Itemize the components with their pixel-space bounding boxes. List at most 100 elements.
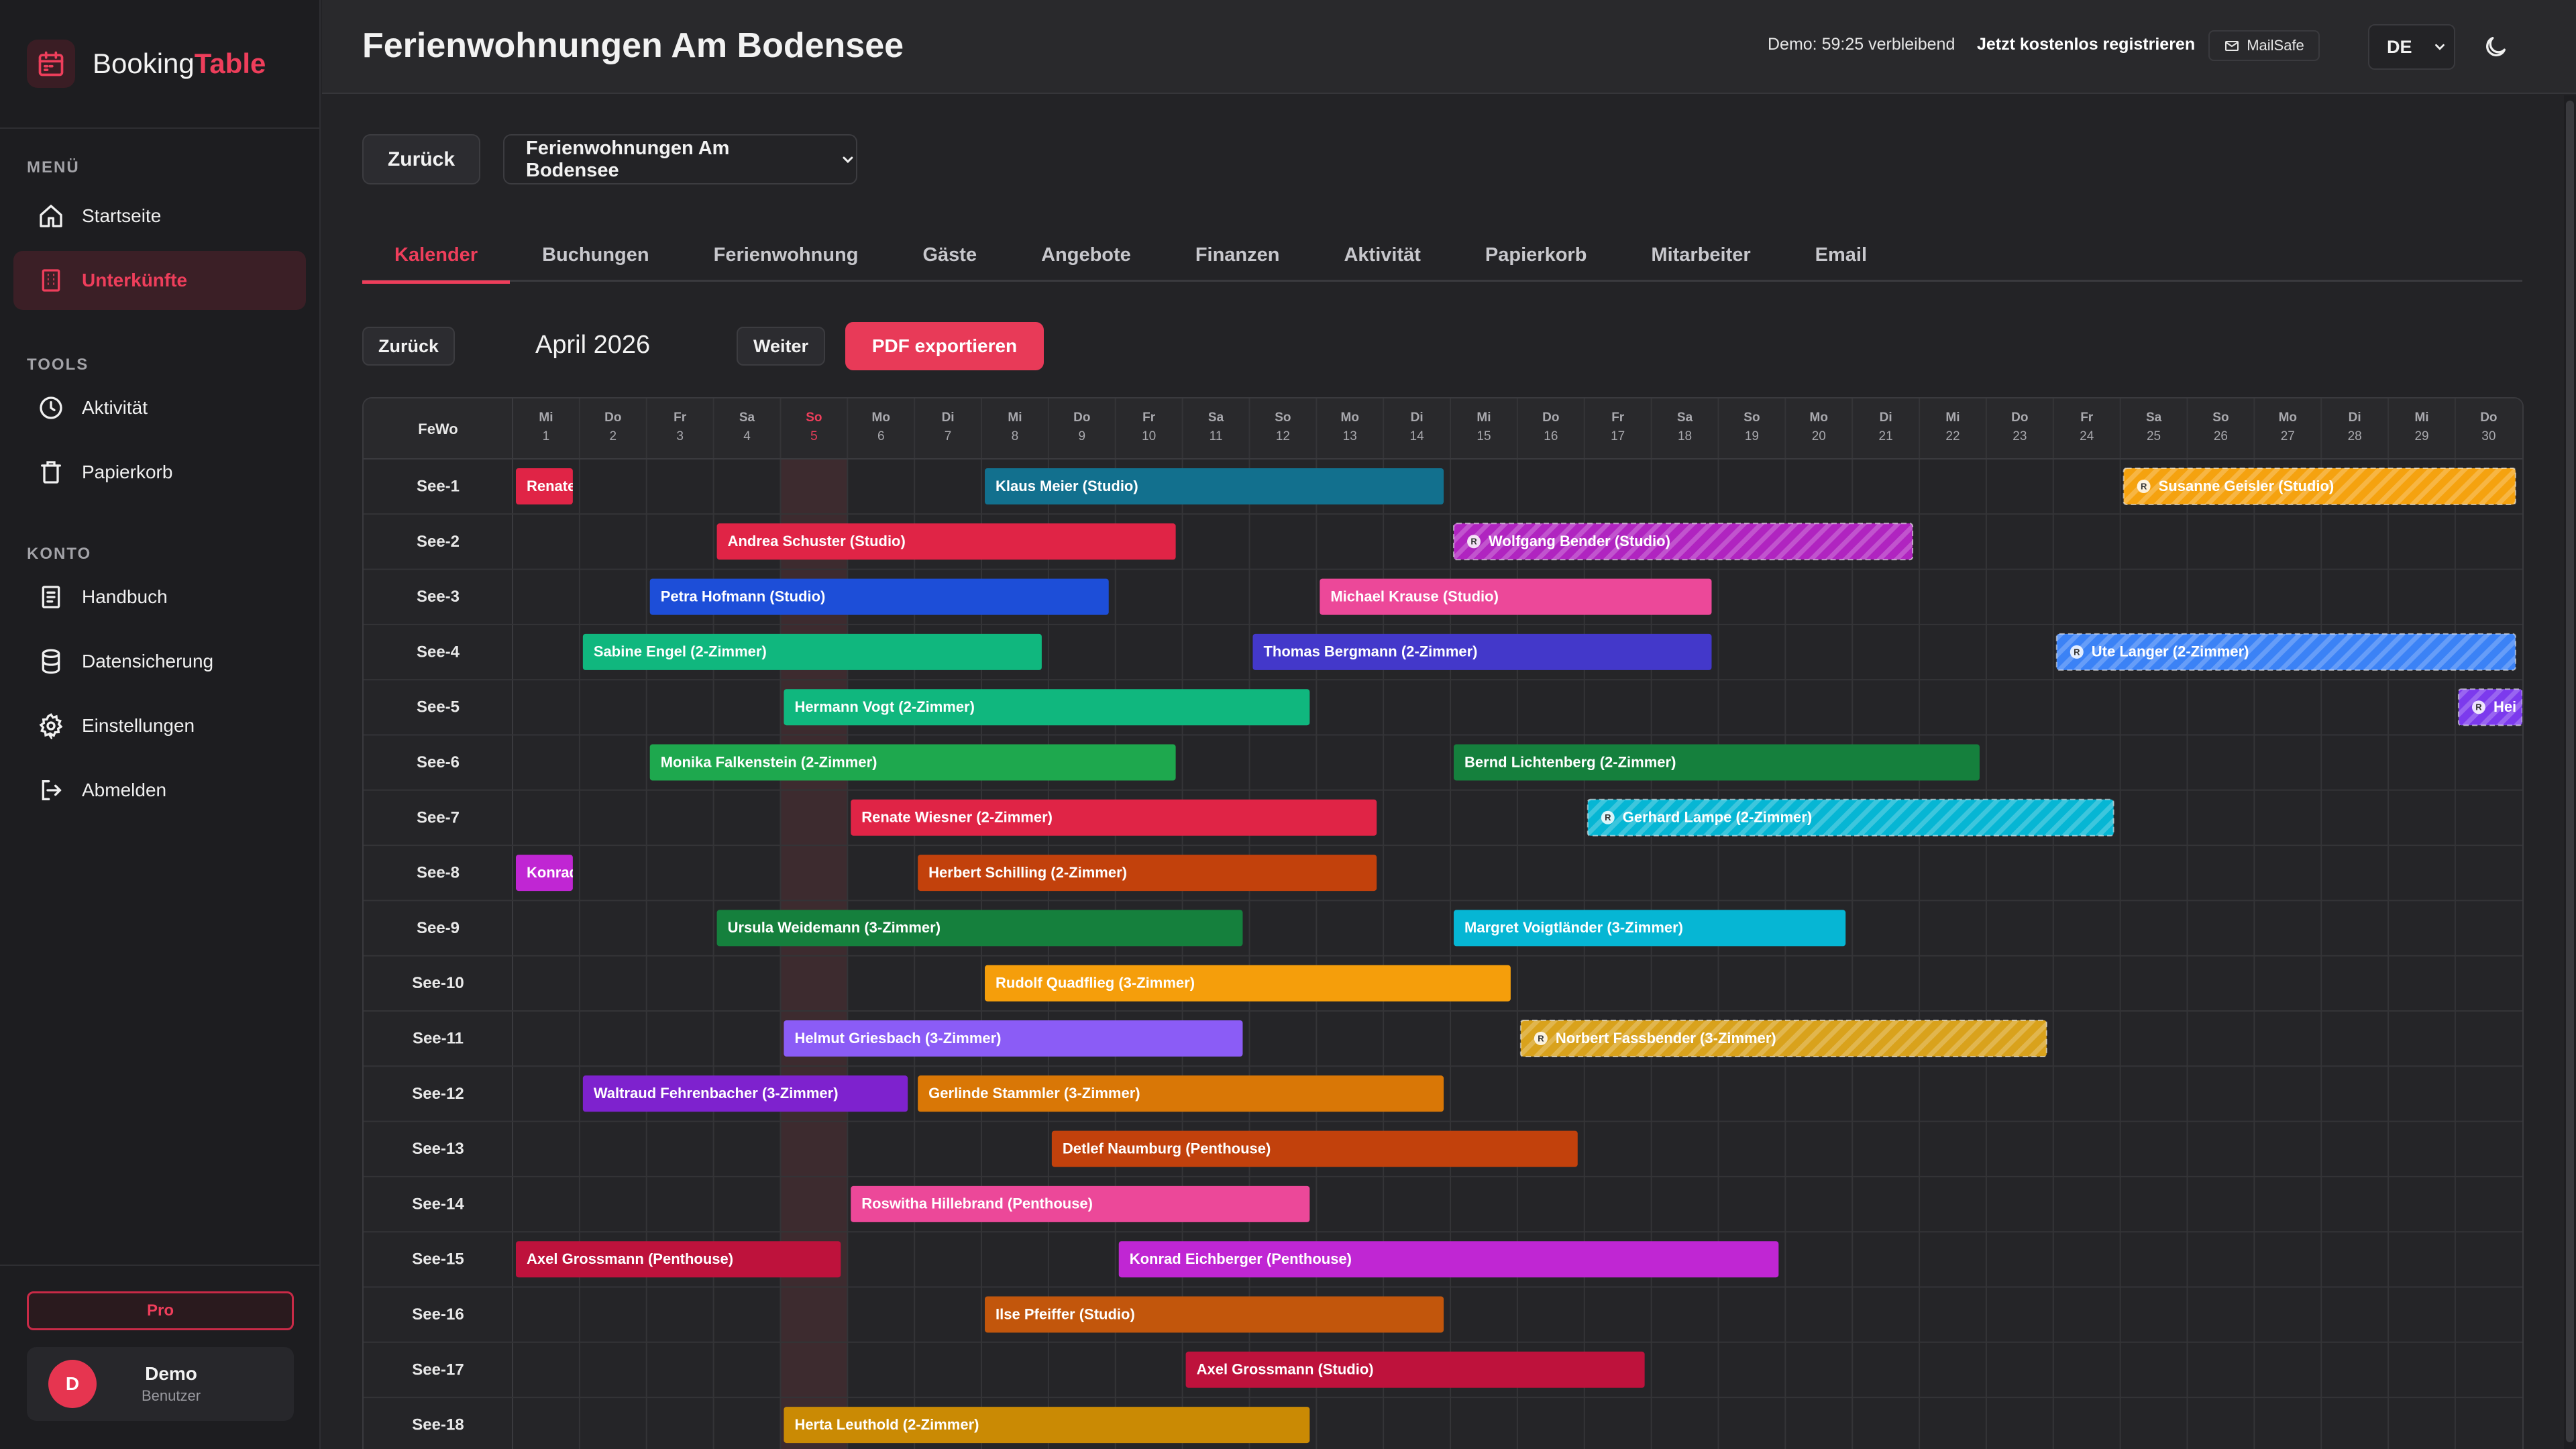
booking-label: Hermann Vogt (2-Zimmer) — [794, 698, 975, 715]
user-card[interactable]: D Demo Benutzer — [27, 1347, 294, 1421]
day-header-date: 11 — [1210, 429, 1223, 443]
booking-bar[interactable] — [1454, 744, 1980, 781]
tab-ferienwohnung[interactable]: Ferienwohnung — [713, 244, 859, 266]
day-header-date: 13 — [1343, 429, 1357, 443]
theme-toggle[interactable] — [2479, 31, 2512, 63]
back-button[interactable]: Zurück — [362, 134, 480, 184]
booking-label: Detlef Naumburg (Penthouse) — [1063, 1140, 1271, 1157]
booking-bar[interactable] — [985, 965, 1511, 1002]
booking-bar[interactable] — [784, 1407, 1310, 1444]
booking-label: Konrad Eichberger (Penthouse) — [1130, 1250, 1352, 1267]
tab-finanzen[interactable]: Finanzen — [1195, 244, 1280, 266]
booking-bar[interactable] — [716, 910, 1243, 947]
booking-label: Gerlinde Stammler (3-Zimmer) — [928, 1085, 1140, 1102]
day-header-weekday: Mi — [1008, 411, 1022, 425]
tab-buchungen[interactable]: Buchungen — [542, 244, 649, 266]
booking-bar[interactable] — [516, 1241, 841, 1278]
calendar-next-button[interactable]: Weiter — [737, 327, 825, 366]
booking-bar[interactable] — [985, 1296, 1444, 1333]
booking-label: Ilse Pfeiffer (Studio) — [996, 1305, 1135, 1322]
booking-bar[interactable] — [582, 1075, 908, 1112]
unit-label: See-8 — [417, 864, 460, 882]
booking-label: Klaus Meier (Studio) — [996, 478, 1138, 494]
calendar-month-label: April 2026 — [535, 331, 651, 359]
day-header-weekday: Fr — [1611, 411, 1625, 425]
booking-bar[interactable] — [851, 799, 1377, 836]
booking-bar[interactable] — [516, 468, 573, 504]
register-link[interactable]: Jetzt kostenlos registrieren — [1977, 35, 2196, 54]
day-header-date: 5 — [810, 429, 818, 443]
booking-label: Rudolf Quadflieg (3-Zimmer) — [996, 975, 1195, 991]
unit-label: See-10 — [412, 974, 464, 992]
tab-email[interactable]: Email — [1815, 244, 1868, 266]
booking-bar[interactable] — [1519, 1020, 2047, 1057]
booking-bar[interactable] — [716, 523, 1176, 560]
booking-bar[interactable] — [649, 578, 1109, 615]
calendar-prev-button[interactable]: Zurück — [362, 327, 455, 366]
sidebar-item-papierkorb[interactable]: Papierkorb — [13, 443, 306, 502]
booking-bar[interactable] — [516, 855, 573, 892]
sidebar-item-label: Startseite — [82, 205, 162, 226]
booking-bar[interactable] — [1185, 1351, 1645, 1388]
sidebar-item-handbuch[interactable]: Handbuch — [13, 568, 306, 627]
property-select[interactable]: Ferienwohnungen Am Bodensee — [503, 134, 857, 184]
day-header-date: 23 — [2012, 429, 2027, 443]
unit-label: See-16 — [412, 1305, 464, 1324]
booking-bar[interactable] — [784, 1020, 1243, 1057]
booking-bar[interactable] — [1454, 910, 1846, 947]
tools-heading: TOOLS — [27, 356, 89, 374]
booking-bar[interactable] — [1453, 523, 1914, 561]
tab-papierkorb[interactable]: Papierkorb — [1485, 244, 1587, 266]
mailsafe-button[interactable]: MailSafe — [2208, 30, 2320, 61]
day-header-date: 3 — [676, 429, 684, 443]
trash-icon — [41, 461, 62, 484]
property-select-value: Ferienwohnungen Am Bodensee — [526, 137, 730, 181]
sidebar-item-einstellungen[interactable]: Einstellungen — [13, 696, 306, 755]
tab-aktivit-t[interactable]: Aktivität — [1344, 244, 1421, 266]
sidebar-item-datensicherung[interactable]: Datensicherung — [13, 632, 306, 691]
pro-button[interactable]: Pro — [27, 1291, 294, 1330]
booking-bar[interactable] — [1320, 578, 1712, 615]
booking-bar[interactable] — [784, 689, 1310, 726]
sidebar-item-abmelden[interactable]: Abmelden — [13, 761, 306, 820]
unit-label: See-11 — [413, 1029, 464, 1047]
scrollbar-thumb[interactable] — [2566, 101, 2574, 1442]
unit-label: See-7 — [417, 808, 460, 826]
booking-bar[interactable] — [1051, 1130, 1578, 1167]
sidebar-item-label: Einstellungen — [82, 715, 195, 736]
calendar-grid: FeWo Mi 1 Do 2 Fr 3 Sa 4 So 5 Mo 6 Di 7 Mi 8 Do 9 Fr 10 Sa 11 S… — [364, 398, 2522, 1449]
booking-bar[interactable] — [1118, 1241, 1779, 1278]
booking-bar[interactable] — [2457, 688, 2522, 727]
booking-bar[interactable] — [918, 1075, 1444, 1112]
reserved-badge-text: R — [2074, 647, 2080, 657]
day-header-weekday: Mi — [2414, 411, 2428, 425]
booking-bar[interactable] — [1252, 633, 1712, 670]
tab-g-ste[interactable]: Gäste — [922, 244, 977, 266]
column-header-fewo: FeWo — [418, 421, 458, 437]
booking-bar[interactable] — [2055, 633, 2516, 671]
booking-bar[interactable] — [918, 855, 1377, 892]
pdf-export-button[interactable]: PDF exportieren — [845, 322, 1044, 370]
booking-bar[interactable] — [851, 1185, 1310, 1222]
sidebar-item-unterkuenfte[interactable]: Unterkünfte — [13, 251, 306, 310]
booking-label: Axel Grossmann (Studio) — [1197, 1361, 1374, 1378]
chevron-down-icon — [843, 156, 853, 163]
booking-bar[interactable] — [985, 468, 1444, 504]
booking-bar[interactable] — [1587, 798, 2114, 837]
language-select[interactable]: DE — [2368, 24, 2455, 70]
sidebar-item-aktivitaet[interactable]: Aktivität — [13, 378, 306, 437]
booking-bar[interactable] — [582, 633, 1042, 670]
brand[interactable]: BookingTable — [0, 0, 319, 129]
sidebar-item-startseite[interactable]: Startseite — [13, 186, 306, 246]
booking-bar[interactable] — [2123, 468, 2516, 505]
unit-label: See-15 — [412, 1250, 464, 1269]
day-header-weekday: Sa — [1208, 411, 1224, 425]
tab-kalender[interactable]: Kalender — [362, 228, 511, 284]
booking-label: Ute Langer (2-Zimmer) — [2092, 643, 2249, 660]
sidebar-item-label: Datensicherung — [82, 651, 214, 672]
booking-calendar: FeWo Mi 1 Do 2 Fr 3 Sa 4 So 5 Mo 6 Di 7 Mi 8 Do 9 Fr 10 Sa 11 S… — [362, 397, 2524, 1449]
day-header-date: 27 — [2281, 429, 2295, 443]
tab-angebote[interactable]: Angebote — [1041, 244, 1131, 266]
booking-bar[interactable] — [649, 744, 1176, 781]
tab-mitarbeiter[interactable]: Mitarbeiter — [1651, 244, 1751, 266]
